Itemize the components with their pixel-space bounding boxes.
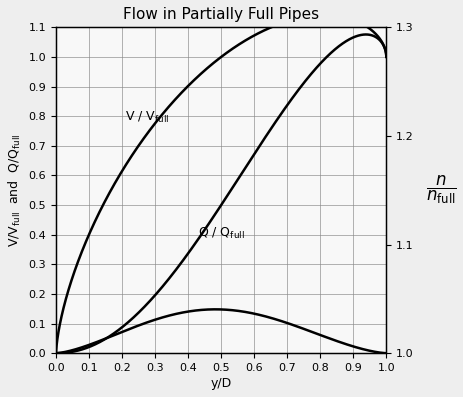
Text: V / V$_\mathrm{full}$: V / V$_\mathrm{full}$ (125, 110, 169, 125)
Text: Q / Q$_\mathrm{full}$: Q / Q$_\mathrm{full}$ (198, 225, 244, 241)
Y-axis label: $\dfrac{n}{n_\mathrm{full}}$: $\dfrac{n}{n_\mathrm{full}}$ (425, 174, 456, 206)
X-axis label: y/D: y/D (210, 377, 232, 390)
Y-axis label: V/V$_\mathrm{full}$  and  Q/Q$_\mathrm{full}$: V/V$_\mathrm{full}$ and Q/Q$_\mathrm{ful… (7, 133, 23, 247)
Title: Flow in Partially Full Pipes: Flow in Partially Full Pipes (123, 7, 319, 22)
